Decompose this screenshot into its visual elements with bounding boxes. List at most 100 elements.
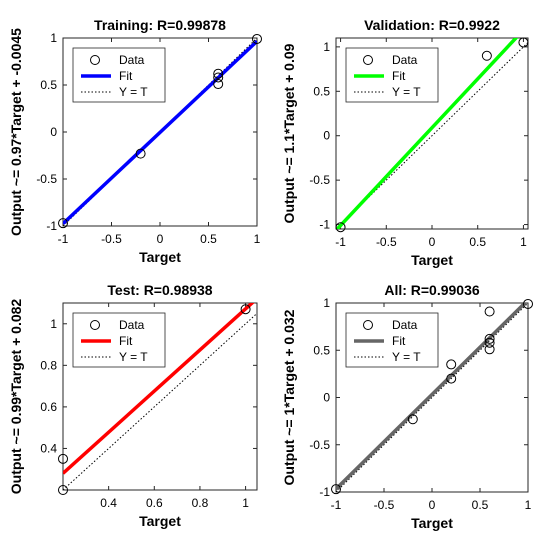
data-point [335,222,346,233]
legend-data-label: Data [119,53,145,67]
chart-panel-4: -1 -0.5 0 0.5 1 -1 -0.5 0 0.5 1 Data Fit Y = T All: R… [281,282,533,531]
x-tick-label: 0.6 [146,496,163,510]
chart-title: Validation: R=0.9922 [364,17,500,33]
plot-content [63,38,257,226]
data-point [213,68,224,79]
data-point [58,485,68,495]
x-tick-label: 0.5 [200,232,217,246]
x-tick-label: -0.5 [101,232,122,246]
x-tick-label: 1 [254,232,261,246]
legend-fit-label: Fit [119,69,133,83]
y-tick-label: 0.5 [313,84,330,98]
legend-data-marker [363,55,373,65]
y-tick-label: 0.5 [313,343,330,357]
data-point [135,148,146,159]
plot-content [336,303,528,492]
legend-box [72,47,166,103]
chart-panel-3: 0.4 0.6 0.8 1 0.4 0.6 0.8 1 Data Fit Y = T Test: R=… [8,282,258,529]
legend-data-label: Data [392,53,418,67]
x-axis-label: Target [139,513,181,529]
plot-content [63,303,257,490]
legend-fit-label: Fit [119,334,133,348]
y-tick-label: -0.5 [36,172,57,186]
x-tick-label: 0.4 [100,496,117,510]
y-tick-label: 0.5 [40,78,57,92]
data-point [484,306,495,317]
y-tick-label: 1 [323,296,330,310]
x-tick-label: -1 [331,498,342,512]
data-point [213,79,224,90]
y-axis-label: Output ~= 1*Target + 0.032 [281,309,297,485]
chart-title: Training: R=0.99878 [94,17,226,33]
legend-data-marker [90,55,100,65]
y-tick-label: 1 [323,40,330,54]
y-tick-label: 0 [50,125,57,139]
x-axis-label: Target [139,249,181,265]
y-tick-label: -0.5 [309,438,330,452]
x-tick-label: 0.5 [469,235,486,249]
x-tick-label: 0.8 [192,496,209,510]
identity-line [336,303,528,492]
y-tick-label: 0.8 [40,358,57,372]
data-point [523,298,533,309]
legend-data-label: Data [392,318,418,332]
y-axis-label: Output ~= 0.99*Target + 0.082 [8,299,24,495]
x-tick-label: 0 [429,235,436,249]
data-point [484,337,495,348]
chart-panel-1: -1 -0.5 0 0.5 1 -1 -0.5 0 0.5 1 Data Fit Y = T Traini… [8,17,262,265]
legend-data-marker [90,320,100,330]
legend-fit-label: Fit [392,334,406,348]
x-tick-label: -0.5 [376,235,397,249]
data-point [252,33,262,44]
legend-data-marker [363,320,373,330]
x-axis-label: Target [411,515,453,531]
data-point [446,359,457,370]
x-tick-label: -1 [335,235,346,249]
x-tick-label: 0.5 [472,498,489,512]
data-point [484,333,495,344]
chart-panel-2: -1 -0.5 0 0.5 1 -1 -0.5 0 0.5 1 Data Fit Y = T Valida… [281,17,529,268]
fit-line [63,303,255,475]
y-tick-label: 1 [50,317,57,331]
data-point [481,50,492,61]
legend-identity-label: Y = T [119,85,148,99]
data-point [58,453,68,464]
data-point [518,37,529,48]
legend-identity-label: Y = T [119,350,148,364]
fit-line [336,303,528,491]
y-tick-label: 0.6 [40,400,57,414]
y-tick-label: -1 [46,219,57,233]
y-tick-label: 0.4 [40,441,57,455]
x-tick-label: 1 [525,498,532,512]
data-point [213,72,224,83]
y-tick-label: -1 [319,485,330,499]
legend-data-label: Data [119,318,145,332]
identity-line [336,42,528,229]
y-tick-label: -1 [319,218,330,232]
plot-content [336,38,528,229]
chart-title: Test: R=0.98938 [107,282,212,298]
x-tick-label: -0.5 [374,498,395,512]
y-tick-label: 1 [50,31,57,45]
data-point [407,414,418,425]
x-tick-label: 1 [520,235,527,249]
data-point [58,218,68,229]
chart-title: All: R=0.99036 [384,282,480,298]
data-point [484,344,495,355]
x-tick-label: 0 [429,498,436,512]
x-tick-label: 1 [242,496,249,510]
data-point [240,304,251,315]
fit-line [63,39,257,225]
fit-line [336,38,519,229]
y-tick-label: 0 [323,391,330,405]
legend-identity-label: Y = T [392,350,421,364]
data-point [331,484,341,495]
data-point [446,373,457,384]
legend-fit-label: Fit [392,69,406,83]
x-tick-label: -1 [58,232,69,246]
y-axis-label: Output ~= 1.1*Target + 0.09 [281,43,297,223]
x-tick-label: 0 [157,232,164,246]
x-axis-label: Target [411,252,453,268]
y-axis-label: Output ~= 0.97*Target + -0.0045 [8,28,24,236]
